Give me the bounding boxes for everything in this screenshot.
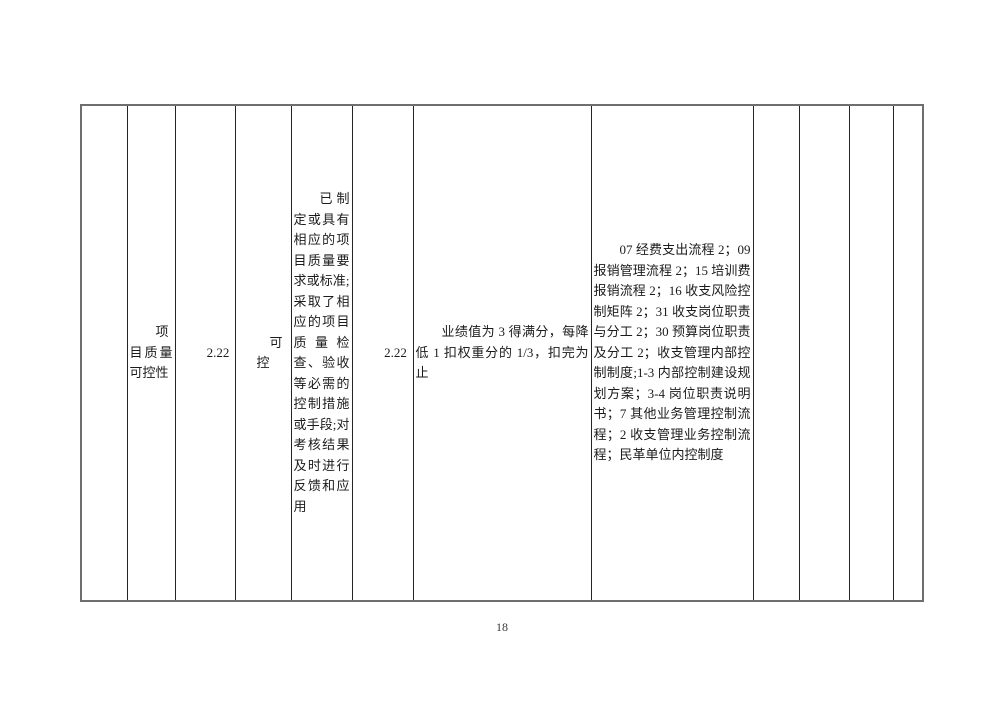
cell-text: 可控	[256, 334, 283, 371]
cell-text: 已制定或具有相应的项目质量要求或标准;采取了相应的项目质量检查、验收等必需的控制…	[293, 191, 350, 514]
cell-indicator-criteria: 已制定或具有相应的项目质量要求或标准;采取了相应的项目质量检查、验收等必需的控制…	[290, 104, 353, 602]
cell-empty-trailing-1	[752, 104, 800, 602]
cell-empty-trailing-2	[798, 104, 850, 602]
cell-text: 项目质量可控性	[129, 324, 173, 381]
indicator-table: 项目质量可控性 2.22 可控 已制定或具有相应的项目质量要求或标准;采取了相应…	[80, 104, 924, 602]
cell-text: 2.22	[384, 344, 407, 360]
cell-text: 2.22	[206, 344, 230, 360]
table-row: 项目质量可控性 2.22 可控 已制定或具有相应的项目质量要求或标准;采取了相应…	[80, 104, 924, 602]
page-number: 18	[496, 620, 508, 634]
cell-text: 业绩值为 3 得满分，每降低 1 扣权重分的 1/3，扣完为止	[415, 324, 589, 381]
cell-indicator-grade: 可控	[234, 104, 292, 602]
cell-indicator-name: 项目质量可控性	[126, 104, 176, 602]
cell-indicator-weight: 2.22	[174, 104, 236, 602]
cell-score-weight: 2.22	[351, 104, 414, 602]
cell-scoring-method: 业绩值为 3 得满分，每降低 1 扣权重分的 1/3，扣完为止	[412, 104, 592, 602]
cell-text: 07 经费支出流程 2；09 报销管理流程 2；15 培训费报销流程 2；16 …	[593, 242, 751, 463]
cell-empty-trailing-4	[892, 104, 924, 602]
cell-empty-trailing-3	[848, 104, 894, 602]
cell-empty-left	[80, 104, 128, 602]
cell-evidence-materials: 07 经费支出流程 2；09 报销管理流程 2；15 培训费报销流程 2；16 …	[590, 104, 754, 602]
